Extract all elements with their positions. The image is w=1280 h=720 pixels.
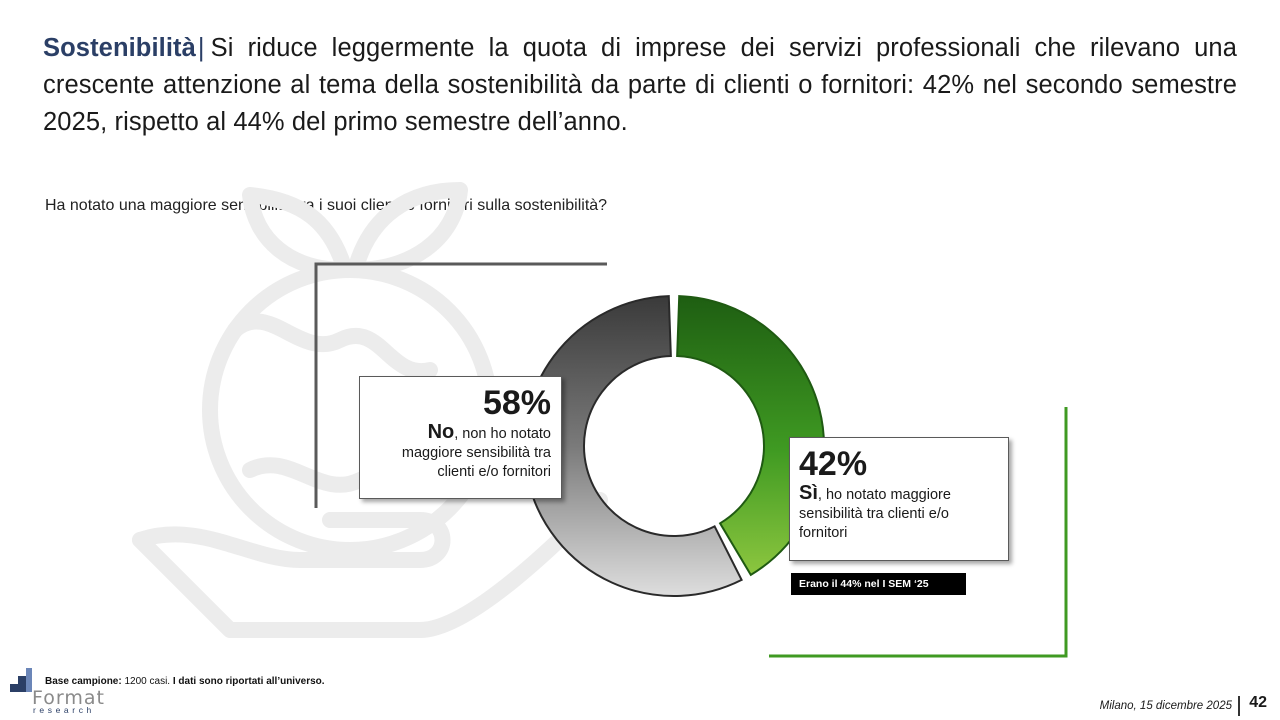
legend-text-no: , non ho notato maggiore sensibilità tra…	[401, 426, 551, 480]
legend-entry-no: No, non ho notato maggiore sensibilità t…	[368, 421, 551, 482]
donut-chart	[523, 295, 825, 597]
value-label-no: 58%	[482, 384, 551, 422]
sample-footnote: Base campione: 1200 casi. I dati sono ri…	[45, 676, 325, 687]
donut-slice-yes	[676, 295, 825, 577]
survey-question: Ha notato una maggiore sensibilità tra i…	[45, 197, 608, 214]
slide-date: Milano, 15 dicembre 2025	[1099, 700, 1232, 712]
format-research-logo: Format research	[10, 667, 120, 717]
page-number-divider	[1238, 696, 1240, 716]
footnote-base-value: 1200 casi.	[124, 676, 171, 687]
headline-topic: Sostenibilità	[43, 34, 196, 62]
logo-steps-icon	[10, 668, 32, 692]
value-label-yes: 42%	[799, 445, 868, 483]
donut-slice-no	[523, 295, 743, 597]
legend-text-yes: , ho notato maggiore sensibilità tra cli…	[799, 487, 951, 541]
logo-word: Format	[32, 687, 105, 709]
headline-separator: |	[197, 34, 205, 62]
footnote-note: I dati sono riportati all’universo.	[172, 676, 325, 687]
frame-line-left	[314, 262, 607, 508]
frame-line-right	[769, 407, 1068, 658]
page-number: 42	[1249, 694, 1267, 711]
headline-text: Si riduce leggermente la quota di impres…	[43, 34, 1237, 136]
legend-lead-yes: Sì	[799, 482, 818, 504]
footnote-base-label: Base campione:	[45, 676, 122, 687]
logo-subtitle: research	[33, 705, 95, 715]
slide-headline: Sostenibilità| Si riduce leggermente la q…	[43, 30, 1237, 141]
callout-no: 58% No, non ho notato maggiore sensibili…	[359, 376, 562, 499]
previous-period-annotation: Erano il 44% nel I SEM ‘25	[791, 573, 966, 595]
legend-entry-yes: Sì, ho notato maggiore sensibilità tra c…	[799, 482, 1000, 543]
callout-yes: 42% Sì, ho notato maggiore sensibilità t…	[789, 437, 1009, 561]
legend-lead-no: No	[427, 421, 455, 443]
